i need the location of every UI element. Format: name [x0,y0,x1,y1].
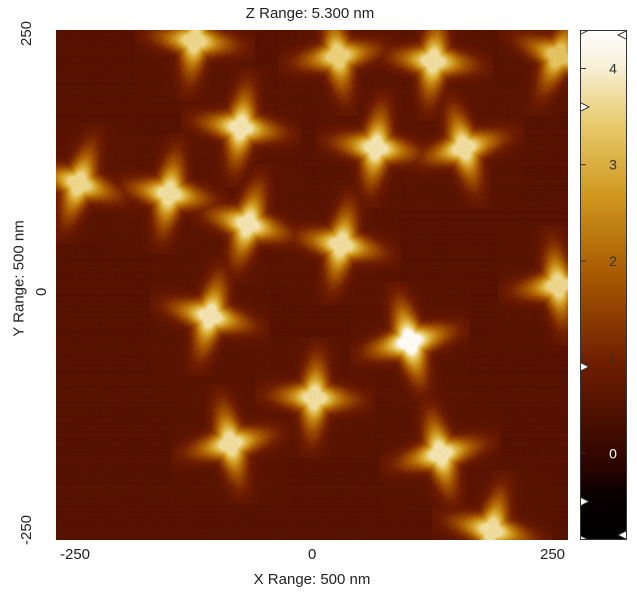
colorbar-tick-label: 1 [609,349,617,365]
colorbar-range-marker[interactable] [580,361,591,372]
colorbar-tick-label: 0 [609,445,617,461]
colorbar-tick-label: 4 [609,60,617,76]
color-scale-bar: 4 3 2 1 0 [580,30,627,540]
colorbar-tick-label: 3 [609,157,617,173]
y-axis-title: Y Range: 500 nm [10,220,28,337]
color-scale-frame [580,30,627,540]
colorbar-tick-label: 2 [609,253,617,269]
colorbar-range-marker[interactable] [580,30,591,36]
x-tick-label: 0 [308,546,317,563]
colorbar-range-marker[interactable] [580,534,591,540]
colorbar-range-marker[interactable] [580,101,591,113]
x-tick-label: -250 [60,546,91,563]
x-axis-title: X Range: 500 nm [253,571,371,588]
x-tick-label: 250 [540,546,566,563]
colorbar-limit-marker[interactable] [616,30,627,41]
y-tick-label: 0 [33,287,50,296]
y-tick-label: 250 [18,20,35,46]
colorbar-limit-marker[interactable] [616,529,627,540]
chart-title: Z Range: 5.300 nm [245,5,375,22]
y-tick-label: -250 [18,514,35,545]
colorbar-range-marker[interactable] [580,496,591,507]
afm-height-map [56,30,568,540]
